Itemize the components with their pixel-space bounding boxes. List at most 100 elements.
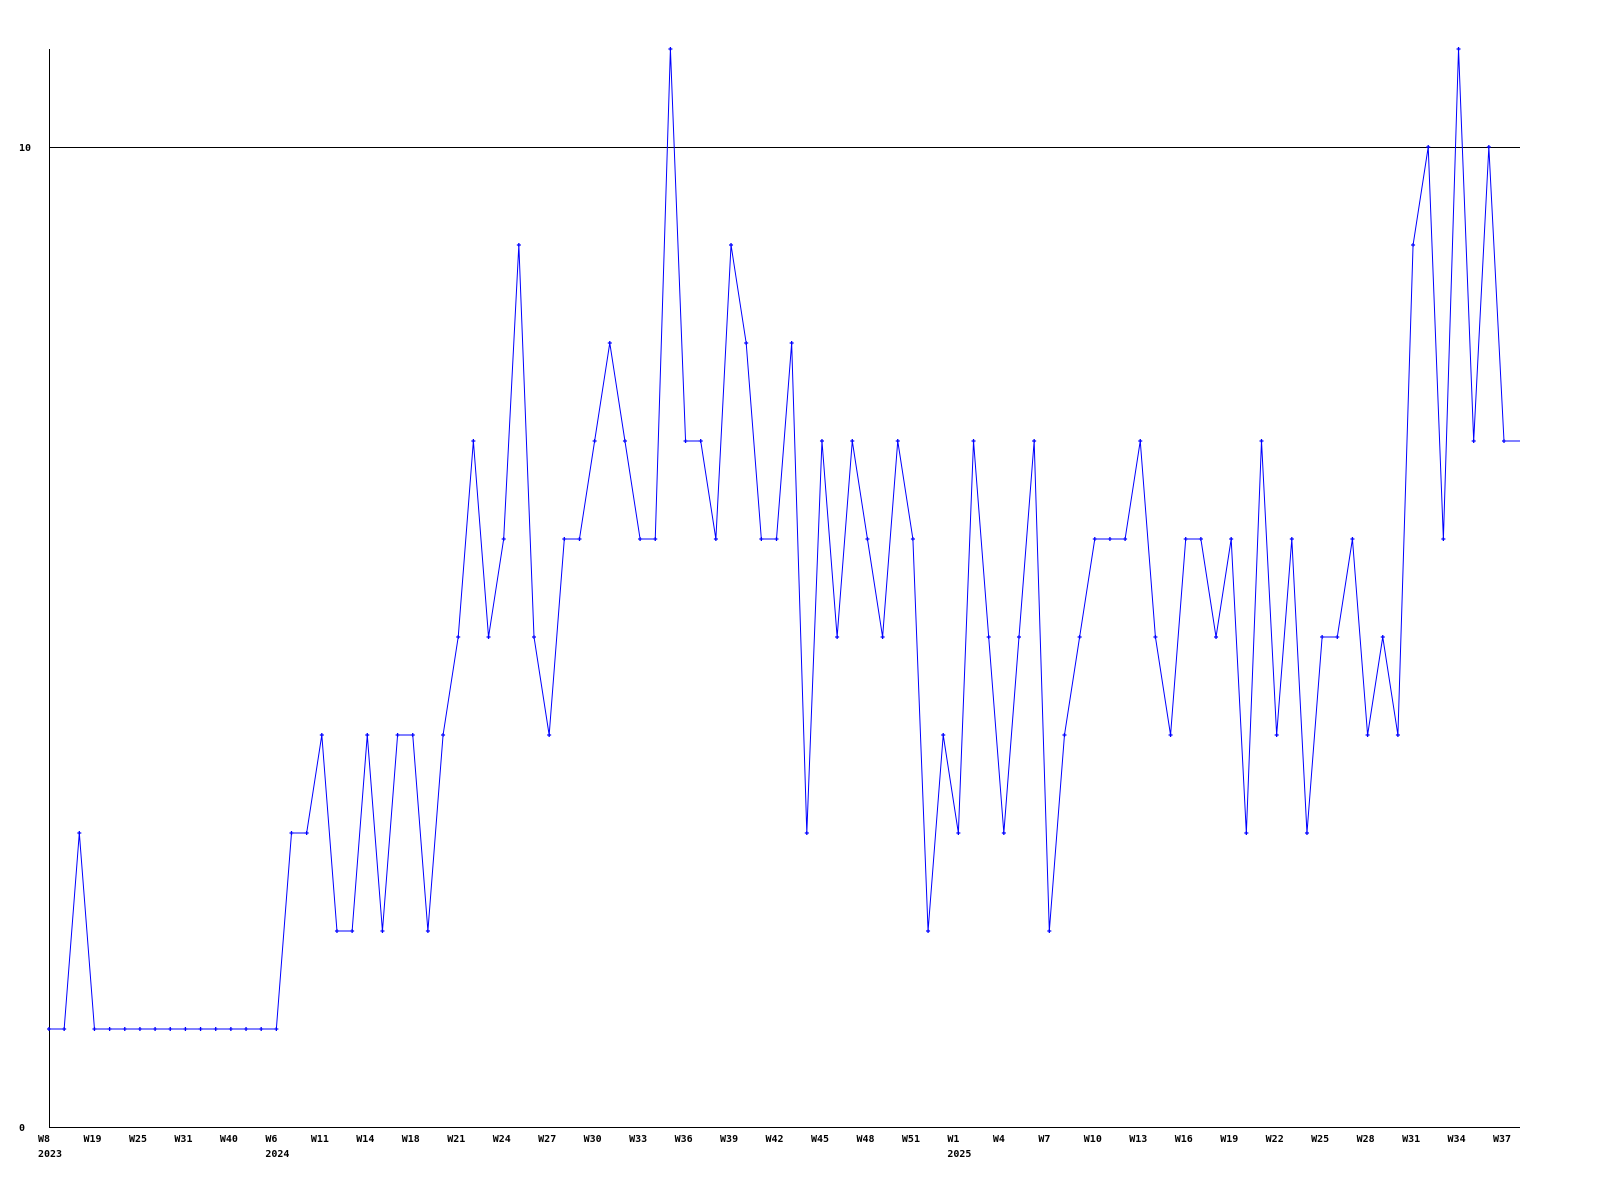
data-point <box>910 537 915 541</box>
x-tick-label: W19 <box>1220 1134 1238 1145</box>
x-tick-label: W16 <box>1175 1134 1193 1145</box>
data-point <box>168 1027 173 1031</box>
data-point <box>895 439 900 443</box>
data-point <box>47 1027 51 1031</box>
data-point <box>1198 537 1203 541</box>
data-point <box>107 1027 112 1031</box>
data-point <box>729 243 734 247</box>
data-point <box>259 1027 264 1031</box>
data-point <box>274 1027 279 1031</box>
x-tick-label: W31 <box>1402 1134 1420 1145</box>
data-point <box>1259 439 1264 443</box>
data-point <box>713 537 718 541</box>
data-point <box>1395 733 1400 737</box>
data-point <box>183 1027 188 1031</box>
data-point <box>62 1027 67 1031</box>
data-point <box>380 929 385 933</box>
x-tick-label: W27 <box>538 1134 556 1145</box>
year-label: 2023 <box>38 1149 62 1160</box>
data-point <box>1062 733 1067 737</box>
x-tick-label: W1 <box>947 1134 959 1145</box>
data-point <box>410 733 415 737</box>
data-point <box>653 537 658 541</box>
data-point <box>1168 733 1173 737</box>
x-tick-label: W40 <box>220 1134 238 1145</box>
year-label: 2024 <box>265 1149 289 1160</box>
x-tick-label: W6 <box>265 1134 277 1145</box>
x-tick-label: W45 <box>811 1134 829 1145</box>
data-point <box>941 733 946 737</box>
data-point <box>319 733 324 737</box>
data-point <box>350 929 355 933</box>
data-point <box>1017 635 1021 639</box>
x-tick-label: W8 <box>38 1134 50 1145</box>
data-point <box>683 439 688 443</box>
x-tick-label: W42 <box>766 1134 784 1145</box>
data-point <box>1229 537 1234 541</box>
data-point <box>334 929 339 933</box>
data-point <box>1380 635 1385 639</box>
data-point <box>122 1027 127 1031</box>
data-point <box>577 537 582 541</box>
data-point <box>1077 635 1082 639</box>
data-point <box>1214 635 1219 639</box>
data-point <box>789 341 794 345</box>
data-point <box>865 537 870 541</box>
data-point <box>880 635 885 639</box>
data-point <box>1486 145 1491 149</box>
y-tick-labels: 0 10 <box>19 143 31 1134</box>
data-point <box>1426 145 1431 149</box>
data-point <box>1441 537 1446 541</box>
y-tick-label: 0 <box>19 1123 25 1134</box>
series-line <box>47 47 1520 1031</box>
data-point <box>471 439 476 443</box>
data-point <box>607 341 612 345</box>
x-tick-label: W21 <box>447 1134 465 1145</box>
data-point <box>1138 439 1143 443</box>
data-point <box>804 831 809 835</box>
data-point <box>819 439 824 443</box>
x-tick-label: W28 <box>1357 1134 1375 1145</box>
data-point <box>1123 537 1128 541</box>
data-point <box>137 1027 142 1031</box>
data-point <box>1032 439 1037 443</box>
data-point <box>1365 733 1370 737</box>
data-point <box>1001 831 1006 835</box>
data-point <box>425 929 430 933</box>
data-point <box>622 439 627 443</box>
series-path <box>49 48 1520 1030</box>
x-tick-labels: W8 W19 W25 W31 W40 W6 W11 W14 W18 W21 W24 W27 W30 W33… <box>38 1134 1511 1160</box>
data-point <box>986 635 991 639</box>
x-tick-label: W14 <box>356 1134 374 1145</box>
x-tick-label: W13 <box>1129 1134 1147 1145</box>
x-tick-label: W39 <box>720 1134 738 1145</box>
data-point <box>486 635 491 639</box>
data-point <box>1153 635 1158 639</box>
data-point <box>547 733 552 737</box>
x-tick-label: W36 <box>675 1134 693 1145</box>
data-point <box>1274 733 1279 737</box>
data-point <box>244 1027 249 1031</box>
x-tick-label: W11 <box>311 1134 329 1145</box>
y-tick-label: 10 <box>19 143 31 154</box>
data-point <box>213 1027 218 1031</box>
x-tick-label: W7 <box>1038 1134 1050 1145</box>
data-point <box>744 341 749 345</box>
data-point <box>1304 831 1309 835</box>
x-tick-label: W33 <box>629 1134 647 1145</box>
data-point <box>926 929 931 933</box>
data-point <box>198 1027 203 1031</box>
x-tick-label: W22 <box>1266 1134 1284 1145</box>
data-point <box>850 439 855 443</box>
data-point <box>501 537 506 541</box>
x-tick-label: W31 <box>174 1134 192 1145</box>
x-tick-label: W51 <box>902 1134 920 1145</box>
data-point <box>638 537 643 541</box>
data-point <box>1183 537 1188 541</box>
data-point <box>516 243 521 247</box>
data-point <box>1047 929 1052 933</box>
data-point <box>77 831 82 835</box>
data-point <box>1092 537 1097 541</box>
data-point <box>698 439 703 443</box>
